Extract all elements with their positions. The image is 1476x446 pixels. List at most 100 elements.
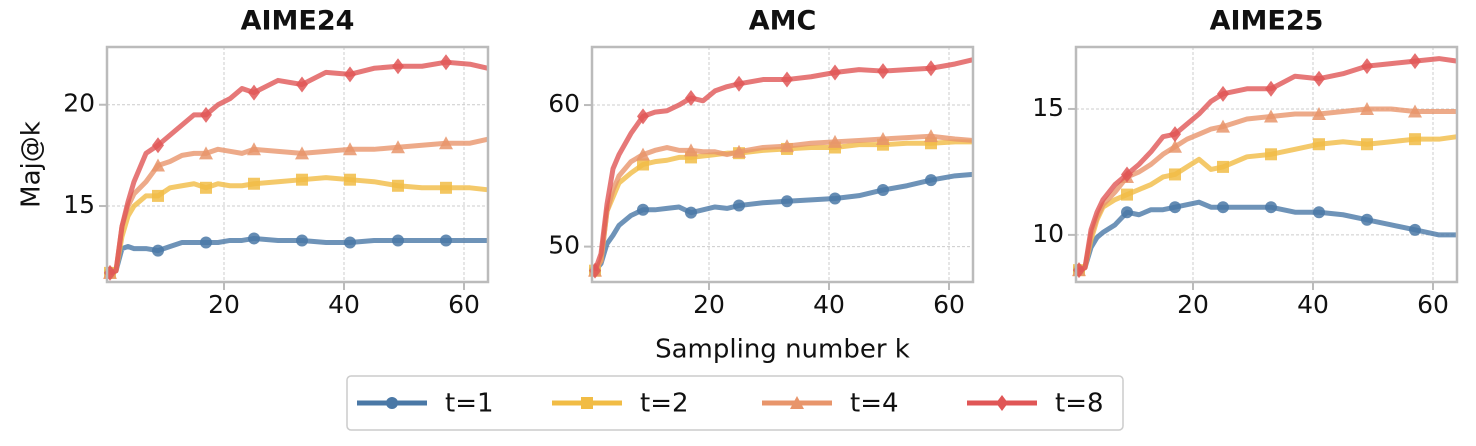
legend-label: t=2 <box>640 389 689 419</box>
x-tick-label: 40 <box>1297 290 1329 319</box>
marker <box>636 147 650 161</box>
x-tick-label: 60 <box>448 290 480 319</box>
plot-frame <box>1074 45 1459 284</box>
x-tick-label: 20 <box>1177 290 1209 319</box>
marker <box>637 158 649 171</box>
series-line <box>592 57 974 272</box>
marker <box>1217 201 1229 214</box>
marker <box>1121 166 1133 183</box>
marker <box>1361 58 1373 75</box>
marker <box>581 397 593 409</box>
marker <box>296 173 308 186</box>
marker <box>637 108 649 125</box>
marker <box>439 136 453 150</box>
y-tick-label: 15 <box>63 190 95 219</box>
marker <box>1217 85 1229 102</box>
marker <box>1169 168 1181 181</box>
marker <box>247 142 261 156</box>
marker <box>152 137 164 154</box>
chart-title: AIME25 <box>1210 6 1324 37</box>
marker <box>392 234 404 247</box>
y-tick-label: 10 <box>1032 219 1064 248</box>
marker <box>1361 213 1373 226</box>
x-tick-label: 40 <box>813 290 845 319</box>
marker <box>733 75 745 92</box>
marker <box>1121 206 1133 219</box>
marker <box>1216 119 1230 133</box>
marker <box>1265 201 1277 214</box>
marker <box>1361 138 1373 151</box>
marker <box>200 106 212 123</box>
marker <box>296 76 308 93</box>
marker <box>151 158 165 172</box>
marker <box>780 139 794 153</box>
marker <box>1121 188 1133 201</box>
marker <box>1409 223 1421 236</box>
marker <box>296 234 308 247</box>
marker <box>637 203 649 216</box>
marker <box>440 54 452 71</box>
marker <box>1265 80 1277 97</box>
marker <box>1409 133 1421 146</box>
legend-box <box>346 375 1124 431</box>
marker <box>391 140 405 154</box>
marker <box>925 174 937 187</box>
y-tick-label: 60 <box>548 89 580 118</box>
marker <box>876 132 890 146</box>
y-tick-label: 20 <box>63 89 95 118</box>
marker <box>1168 139 1182 153</box>
y-tick-label: 50 <box>548 231 580 260</box>
plot-frame <box>590 45 975 284</box>
marker <box>1264 109 1278 123</box>
marker <box>152 189 164 202</box>
marker <box>344 236 356 249</box>
series-line <box>109 175 489 276</box>
marker <box>1169 201 1181 214</box>
legend-label: t=1 <box>445 389 494 419</box>
marker <box>1313 206 1325 219</box>
marker <box>200 181 212 194</box>
marker <box>343 142 357 156</box>
marker <box>248 84 260 101</box>
marker <box>877 63 889 80</box>
marker <box>781 71 793 88</box>
marker <box>1409 53 1421 70</box>
marker <box>732 144 746 158</box>
x-tick-label: 20 <box>693 290 725 319</box>
marker <box>344 173 356 186</box>
marker <box>684 143 698 157</box>
chart-title: AIME24 <box>241 6 355 37</box>
x-tick-label: 40 <box>328 290 360 319</box>
marker <box>440 234 452 247</box>
chart-title: AMC <box>749 6 817 37</box>
marker <box>685 89 697 106</box>
marker <box>1169 126 1181 143</box>
marker <box>248 177 260 190</box>
marker <box>733 199 745 212</box>
marker <box>877 183 889 196</box>
marker <box>685 206 697 219</box>
marker <box>996 395 1008 411</box>
x-tick-label: 60 <box>1417 290 1449 319</box>
marker <box>829 192 841 205</box>
marker <box>295 146 309 160</box>
y-tick-label: 15 <box>1032 93 1064 122</box>
marker <box>440 181 452 194</box>
plot-frame <box>105 45 490 284</box>
marker <box>1313 70 1325 87</box>
marker <box>829 64 841 81</box>
marker <box>1217 160 1229 173</box>
marker <box>925 60 937 77</box>
y-axis-label: Maj@k <box>17 121 47 208</box>
series-line <box>593 171 974 273</box>
marker <box>790 396 804 409</box>
marker <box>924 129 938 143</box>
marker <box>152 244 164 257</box>
marker <box>1313 138 1325 151</box>
marker <box>1408 104 1422 118</box>
x-tick-label: 20 <box>208 290 240 319</box>
marker <box>828 134 842 148</box>
marker <box>344 66 356 83</box>
